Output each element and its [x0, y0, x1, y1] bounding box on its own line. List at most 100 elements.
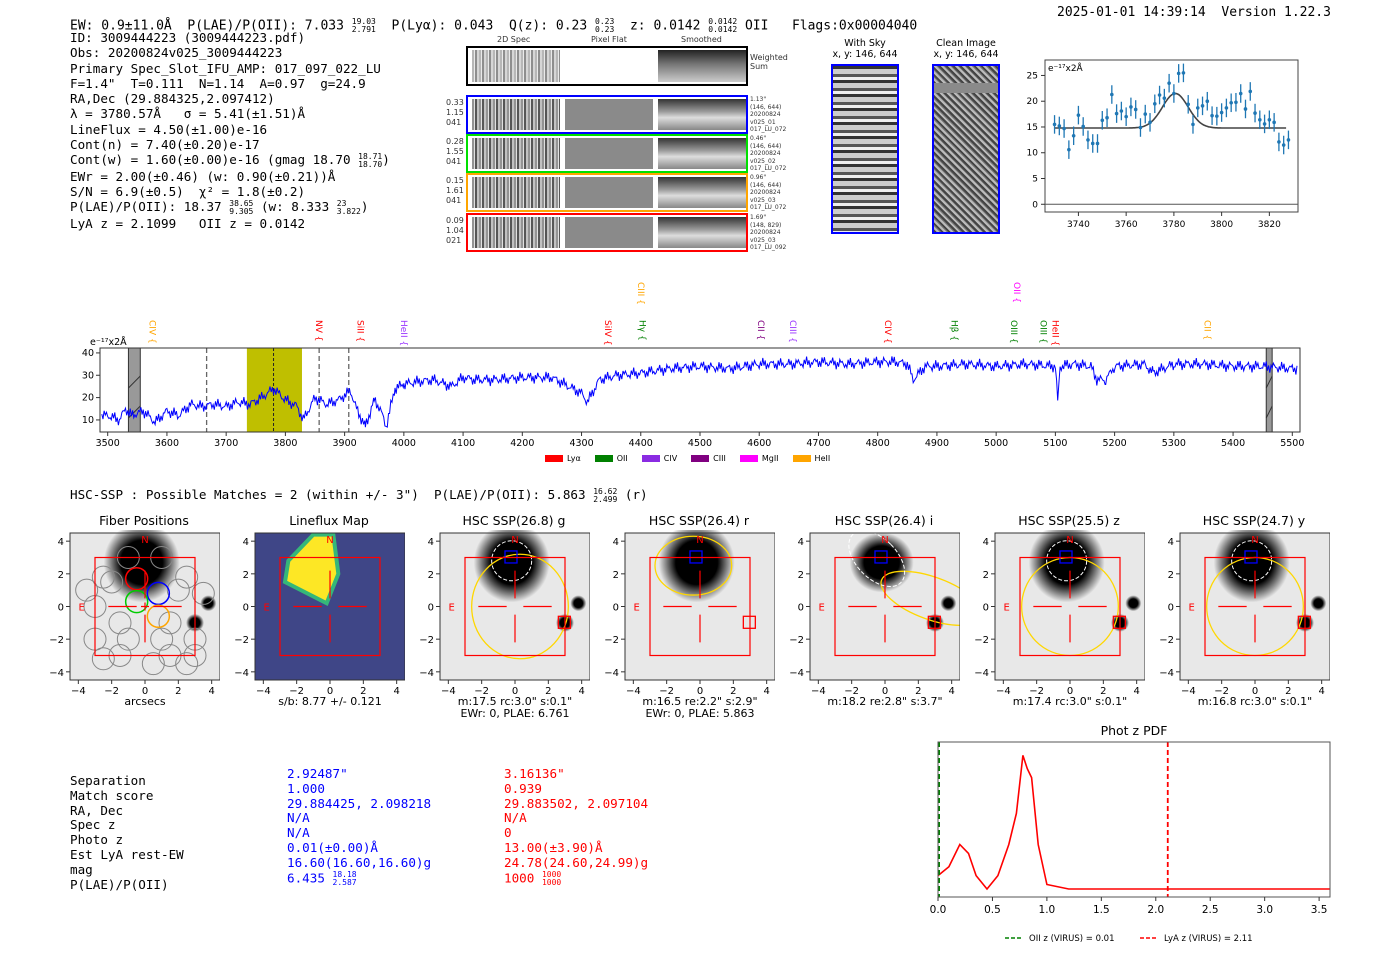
col-2d-spec: 2D Spec: [497, 35, 531, 44]
data-point: [1110, 92, 1114, 97]
match-value: 3.16136": [504, 766, 648, 782]
data-point: [1258, 117, 1262, 122]
lineflux-peak: [282, 532, 341, 607]
north-label: N: [511, 535, 518, 546]
fiber-right-value: v025_01: [750, 118, 776, 126]
panel-caption: m:17.5 rc:3.0" s:0.1" EWr: 0, PLAE: 6.761: [430, 696, 600, 720]
data-point: [1272, 120, 1276, 125]
x-tick-label: −4: [1181, 686, 1196, 697]
bright-source: [1028, 530, 1105, 603]
match-labels: Separation Match score RA, Dec Spec z Photo …: [70, 773, 184, 892]
crosshair: [848, 570, 922, 643]
value-text: 29.883502, 2.097104: [504, 795, 649, 811]
x-tick-label: 2: [1285, 686, 1291, 697]
y-tick-label: 0: [428, 603, 434, 614]
cutout-panel: N E −4 −4 −2 −2 0 0 2 2 4 4: [789, 530, 960, 697]
y-tick-label: 40: [82, 348, 94, 359]
fiber-spec-row: [466, 134, 748, 173]
x-tick-label: 1.5: [1093, 904, 1110, 916]
cutout-panel: N E −4 −4 −2 −2 0 0 2 2 4 4: [1159, 530, 1330, 697]
fiber-circle: [175, 652, 199, 676]
y-tick-label: 2: [428, 570, 434, 581]
east-label: E: [449, 603, 455, 614]
match-value: 16.60(16.60,16.60)g: [287, 855, 431, 871]
match-field-label: P(LAE)/P(OII): [70, 876, 169, 892]
plae: P(LAE)/P(OII): 18.37: [70, 199, 222, 215]
y-unit-label: e⁻¹⁷x2Å: [90, 336, 127, 348]
data-point: [1100, 118, 1105, 123]
detection-box: [1204, 556, 1306, 657]
x-tick-label: 1.0: [1039, 904, 1056, 916]
pixel-flat-cell: [565, 99, 653, 130]
cutout-panel: N E −4 −4 −2 −2 0 0 2 2 4 4: [974, 530, 1145, 697]
fiber-circle: [191, 581, 215, 605]
x-tick-label: 5300: [1162, 438, 1186, 449]
emission-line-label: Hβ {: [949, 320, 959, 341]
y-tick-label: 2: [613, 570, 619, 581]
emission-line-label: NV {: [313, 320, 323, 341]
weighted-smoothed-cell: [658, 50, 746, 82]
plae-lo: 9.305: [229, 206, 254, 216]
caption-line: m:17.4 rc:3.0" s:0.1": [1012, 695, 1128, 708]
panel-caption: m:17.4 rc:3.0" s:0.1": [985, 696, 1155, 708]
match-value: 1.000: [287, 780, 431, 797]
x-tick-label: 5200: [1103, 438, 1127, 449]
caption-line: arcsecs: [124, 695, 166, 708]
data-point: [1248, 89, 1253, 94]
version: Version 1.22.3: [1221, 5, 1331, 20]
info-line: Primary Spec_Slot_IFU_AMP: 017_097_022_L…: [70, 60, 381, 76]
z-lo: 0.0142: [708, 25, 738, 34]
fiber-circle: [158, 611, 182, 635]
fiber-right-value: 017_LU_092: [750, 244, 787, 251]
emission-line-label: HeII {: [398, 320, 408, 346]
data-point: [1133, 107, 1138, 112]
x-tick-label: 3900: [333, 438, 357, 449]
plae-w: (w: 8.333: [260, 199, 330, 215]
data-point: [1262, 122, 1267, 126]
x-tick-label: −4: [441, 686, 456, 697]
north-label: N: [881, 535, 888, 546]
match-value: N/A: [287, 825, 431, 841]
data-point: [1172, 91, 1176, 96]
panel-caption: s/b: 8.77 +/- 0.121: [245, 696, 415, 708]
emission-line-label: CII {: [755, 320, 765, 340]
highlighted-fiber: [124, 566, 149, 591]
fiber-right-value: 017_LU_072: [750, 204, 787, 211]
value-text: 1.000: [287, 780, 325, 796]
detection-box: [649, 556, 751, 657]
cutout-panel: N E −4 −4 −2 −2 0 0 2 2 4 4: [604, 530, 775, 697]
fiber-circle: [91, 565, 115, 589]
fiber-right-value: v025_03: [750, 236, 776, 244]
col-smoothed: Smoothed: [681, 35, 722, 44]
y-tick-label: −2: [789, 635, 804, 646]
legend-label: MgII: [761, 454, 779, 463]
data-point: [1071, 133, 1076, 138]
aperture-ellipse: [880, 570, 960, 627]
fiber-right-value: 20200824: [750, 111, 781, 118]
east-label: E: [264, 603, 270, 614]
y-tick-label: 4: [613, 537, 619, 548]
bright-source: [1213, 530, 1290, 603]
legend-swatch: [545, 455, 563, 462]
paren: ): [382, 152, 390, 168]
north-label: N: [1251, 535, 1258, 546]
y-tick-label: −4: [974, 668, 989, 679]
cutout-panel: N E −4 −4 −2 −2 0 0 2 2 4 4: [234, 532, 405, 697]
value-text: 2.92487": [287, 766, 348, 781]
fiber-right-value: v025_02: [750, 157, 776, 165]
x-tick-label: 4600: [747, 438, 771, 449]
fiber-right-value: 1.13": [750, 96, 767, 103]
y-tick-label: −4: [234, 668, 249, 679]
data-point: [1215, 114, 1219, 118]
y-tick-label: 4: [243, 537, 249, 548]
caption-line: m:16.8 rc:3.0" s:0.1": [1197, 695, 1313, 708]
crosshair: [293, 570, 367, 643]
x-tick-label: 3500: [96, 438, 120, 449]
y-tick-label: 0: [58, 603, 64, 614]
data-point: [1105, 115, 1109, 120]
match-value: N/A: [287, 810, 431, 826]
value-text: 13.00(±3.90)Å: [504, 839, 603, 855]
x-tick-label: 4000: [392, 438, 416, 449]
info-line: Obs: 20200824v025_3009444223: [70, 45, 283, 61]
x-tick-label: 3.0: [1256, 904, 1273, 916]
